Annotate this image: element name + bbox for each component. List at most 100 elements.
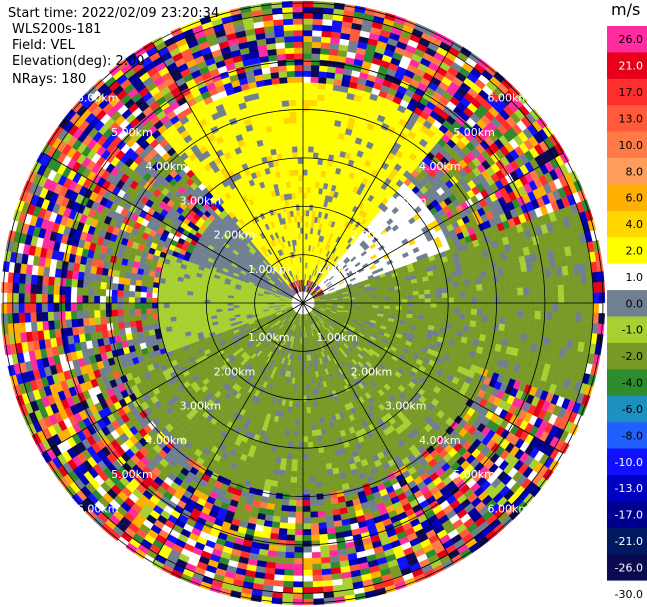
velocity-cell <box>285 540 295 547</box>
velocity-cell <box>302 209 307 217</box>
velocity-cell <box>308 453 315 460</box>
velocity-cell <box>308 389 313 396</box>
velocity-cell <box>311 53 321 60</box>
velocity-cell <box>312 569 323 576</box>
velocity-cell <box>318 528 328 535</box>
velocity-cell <box>326 527 336 535</box>
velocity-cell <box>476 284 483 291</box>
velocity-cell <box>309 117 317 124</box>
velocity-cell <box>295 494 304 501</box>
velocity-cell <box>314 412 320 419</box>
velocity-cell <box>302 122 310 130</box>
velocity-cell <box>282 592 294 600</box>
velocity-cell <box>447 287 454 294</box>
velocity-cell <box>307 424 313 431</box>
velocity-cell <box>302 592 314 600</box>
velocity-cell <box>470 284 477 292</box>
velocity-cell <box>327 538 338 546</box>
velocity-cell <box>534 302 542 312</box>
velocity-cell <box>545 319 553 330</box>
velocity-cell <box>308 146 315 153</box>
velocity-cell <box>302 12 314 19</box>
velocity-cell <box>401 299 408 304</box>
velocity-cell <box>305 378 309 385</box>
velocity-cell <box>453 291 460 298</box>
velocity-cell <box>283 481 291 489</box>
velocity-cell <box>500 302 507 311</box>
velocity-cell <box>395 299 402 304</box>
velocity-cell <box>292 447 299 455</box>
velocity-cell <box>306 401 311 408</box>
velocity-cell <box>447 312 454 319</box>
velocity-cell <box>459 297 466 304</box>
velocity-cell <box>322 486 330 494</box>
velocity-cell <box>322 492 331 500</box>
velocity-cell <box>311 35 322 43</box>
velocity-cell <box>451 275 459 283</box>
velocity-cell <box>311 429 318 437</box>
velocity-cell <box>310 517 319 524</box>
velocity-cell <box>598 292 606 304</box>
velocity-cell <box>287 441 294 448</box>
velocity-cell <box>317 504 325 512</box>
velocity-cell <box>312 30 323 37</box>
velocity-cell <box>312 163 318 171</box>
velocity-cell <box>540 302 548 312</box>
velocity-cell <box>302 198 307 205</box>
velocity-cell <box>320 556 331 564</box>
velocity-cell <box>279 463 287 471</box>
velocity-cell <box>302 105 311 112</box>
velocity-cell <box>509 324 517 334</box>
velocity-cell <box>310 181 316 188</box>
velocity-cell <box>296 383 301 391</box>
velocity-cell <box>515 325 523 334</box>
velocity-cell <box>285 464 292 472</box>
velocity-cell <box>539 319 547 329</box>
velocity-cell <box>312 575 323 582</box>
velocity-cell <box>511 310 518 319</box>
velocity-cell <box>452 318 460 325</box>
velocity-cell <box>270 527 280 535</box>
velocity-cell <box>468 326 476 334</box>
velocity-cell <box>290 412 296 419</box>
velocity-cell <box>302 534 312 542</box>
velocity-cell <box>320 47 330 55</box>
velocity-cell <box>312 12 324 20</box>
velocity-cell <box>297 447 304 455</box>
velocity-cell <box>309 488 317 495</box>
velocity-cell <box>457 274 465 282</box>
velocity-cell <box>327 124 335 132</box>
velocity-cell <box>464 314 472 321</box>
velocity-cell <box>319 53 330 61</box>
velocity-cell <box>453 302 460 309</box>
velocity-cell <box>562 321 570 332</box>
velocity-cell <box>395 292 402 297</box>
velocity-cell <box>294 540 304 548</box>
velocity-cell <box>522 279 530 288</box>
velocity-cell <box>321 30 332 38</box>
velocity-cell <box>319 533 329 541</box>
velocity-cell <box>302 407 308 414</box>
velocity-cell <box>318 452 325 460</box>
velocity-cell <box>517 302 524 311</box>
velocity-cell <box>476 302 484 310</box>
velocity-cell <box>499 309 507 318</box>
velocity-cell <box>418 302 426 308</box>
velocity-cell <box>307 447 314 455</box>
velocity-cell <box>317 94 325 102</box>
velocity-cell <box>424 298 431 304</box>
velocity-cell <box>313 146 320 154</box>
velocity-cell <box>321 475 329 483</box>
velocity-cell <box>310 76 319 84</box>
velocity-cell <box>464 285 472 292</box>
velocity-cell <box>383 305 391 310</box>
velocity-cell <box>533 319 541 329</box>
velocity-cell <box>434 278 442 285</box>
velocity-cell <box>302 447 309 455</box>
velocity-cell <box>324 94 333 102</box>
velocity-cell <box>302 221 306 228</box>
velocity-cell <box>586 282 594 294</box>
velocity-cell <box>315 423 321 431</box>
velocity-cell <box>510 317 518 326</box>
